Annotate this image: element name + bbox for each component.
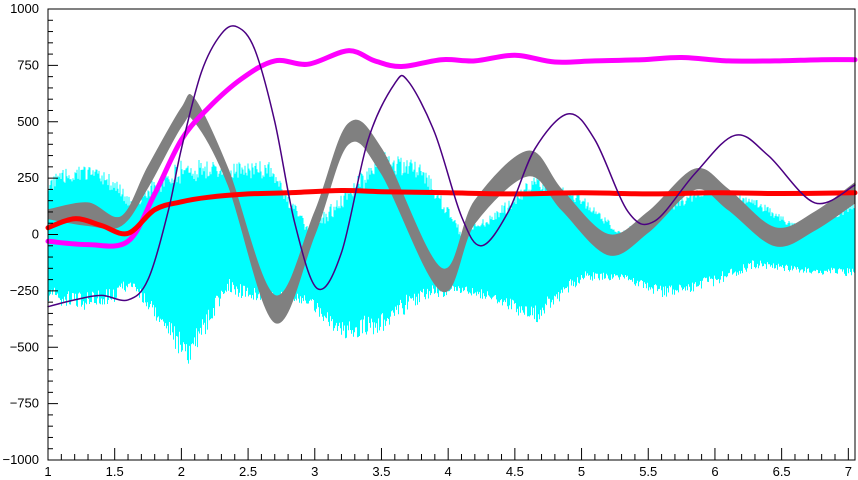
x-tick-label: 2.5 <box>239 464 257 479</box>
series-0-oscillation <box>47 152 856 364</box>
y-tick-label: −1000 <box>2 452 39 467</box>
x-tick-label: 3.5 <box>372 464 390 479</box>
x-tick-label: 1 <box>44 464 51 479</box>
x-tick-label: 6 <box>711 464 718 479</box>
x-tick-label: 1.5 <box>106 464 124 479</box>
series-3-line <box>45 187 858 237</box>
x-tick-label: 4.5 <box>506 464 524 479</box>
y-tick-label: −500 <box>10 339 39 354</box>
x-tick-label: 7 <box>845 464 852 479</box>
y-tick-label: 0 <box>32 227 39 242</box>
y-tick-label: −750 <box>10 396 39 411</box>
y-tick-label: 1000 <box>10 1 39 16</box>
y-tick-label: 250 <box>17 170 39 185</box>
series-0 <box>47 152 856 364</box>
x-tick-label: 3 <box>311 464 318 479</box>
y-tick-label: −250 <box>10 283 39 298</box>
series-layer <box>45 25 858 364</box>
x-tick-label: 4 <box>445 464 452 479</box>
y-tick-label: 750 <box>17 57 39 72</box>
series-4-line <box>47 25 856 308</box>
x-tick-label: 6.5 <box>773 464 791 479</box>
x-tick-label: 2 <box>178 464 185 479</box>
series-4 <box>47 25 856 308</box>
y-tick-label: 500 <box>17 114 39 129</box>
series-3 <box>45 187 858 237</box>
series-2 <box>45 48 858 249</box>
x-tick-label: 5.5 <box>639 464 657 479</box>
series-2-line <box>45 48 858 249</box>
x-tick-label: 5 <box>578 464 585 479</box>
